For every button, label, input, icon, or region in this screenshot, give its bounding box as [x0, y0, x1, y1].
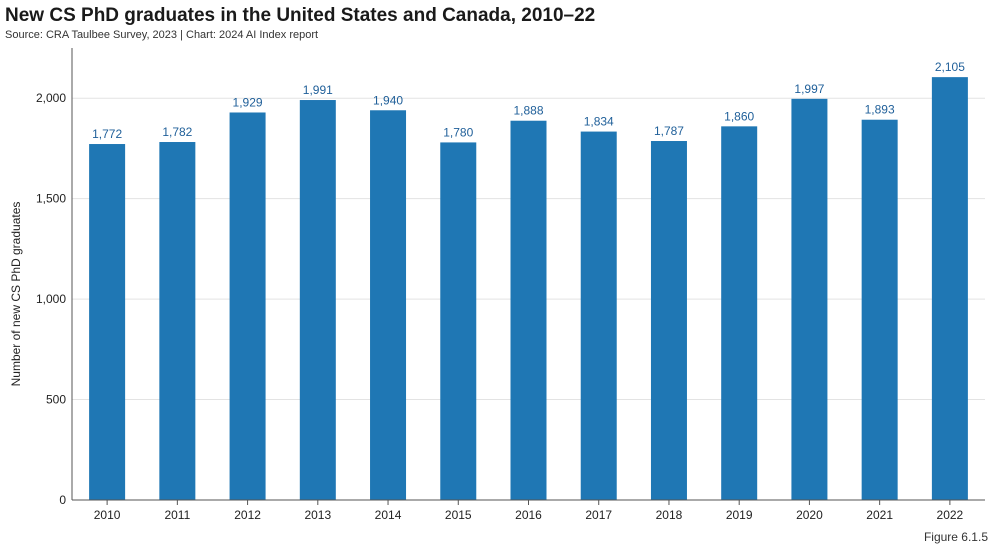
y-tick-label: 1,500	[36, 192, 66, 206]
bar	[299, 100, 336, 501]
x-tick-label: 2013	[304, 508, 331, 522]
y-tick-label: 500	[46, 393, 66, 407]
x-tick-label: 2019	[726, 508, 753, 522]
x-tick-label: 2011	[164, 508, 190, 522]
bars	[89, 77, 968, 501]
y-axis-title: Number of new CS PhD graduates	[9, 202, 23, 387]
bar	[229, 112, 266, 500]
x-tick-label: 2021	[866, 508, 893, 522]
bar-value-label: 1,782	[162, 125, 192, 139]
bar	[861, 119, 898, 500]
bar-value-label: 1,772	[92, 127, 122, 141]
figure-number: Figure 6.1.5	[923, 530, 988, 544]
x-tick-label: 2014	[375, 508, 402, 522]
bar	[931, 77, 968, 500]
bar	[370, 110, 407, 500]
axes: 0 500 1,000 1,500 2,000 2010 2011 2012 2013 2014 2…	[9, 48, 985, 522]
bar-value-label: 1,991	[303, 83, 333, 97]
bar-value-label: 1,940	[373, 93, 403, 107]
x-tick-label: 2012	[234, 508, 261, 522]
y-tick-label: 1,000	[36, 292, 66, 306]
bar-value-label: 1,860	[724, 109, 754, 123]
chart-subtitle: Source: CRA Taulbee Survey, 2023 | Chart…	[5, 29, 319, 41]
x-tick-label: 2018	[656, 508, 683, 522]
bar	[721, 126, 758, 500]
y-tick-label: 2,000	[36, 91, 66, 105]
bar	[580, 131, 617, 501]
x-tick-label: 2020	[796, 508, 823, 522]
bar-value-label: 2,105	[935, 60, 965, 74]
bar	[159, 142, 196, 501]
bar	[650, 141, 687, 501]
bar-value-labels: 1,772 1,782 1,929 1,991 1,940 1,780 1,888 1,834…	[92, 60, 965, 141]
y-tick-label: 0	[59, 493, 66, 507]
bar-value-label: 1,780	[443, 125, 473, 139]
chart-title: New CS PhD graduates in the United State…	[5, 5, 596, 26]
bar-value-label: 1,834	[584, 115, 614, 129]
bar	[510, 120, 547, 501]
bar-value-label: 1,997	[794, 82, 824, 96]
x-tick-label: 2015	[445, 508, 472, 522]
bar-value-label: 1,888	[513, 104, 543, 118]
bar-value-label: 1,893	[865, 103, 895, 117]
x-tick-label: 2016	[515, 508, 542, 522]
bar-value-label: 1,787	[654, 124, 684, 138]
x-tick-label: 2017	[585, 508, 612, 522]
bar	[440, 142, 477, 500]
bar	[89, 144, 126, 500]
bar-value-label: 1,929	[233, 95, 263, 109]
x-tick-label: 2010	[94, 508, 121, 522]
x-tick-label: 2022	[937, 508, 964, 522]
bar	[791, 98, 828, 500]
